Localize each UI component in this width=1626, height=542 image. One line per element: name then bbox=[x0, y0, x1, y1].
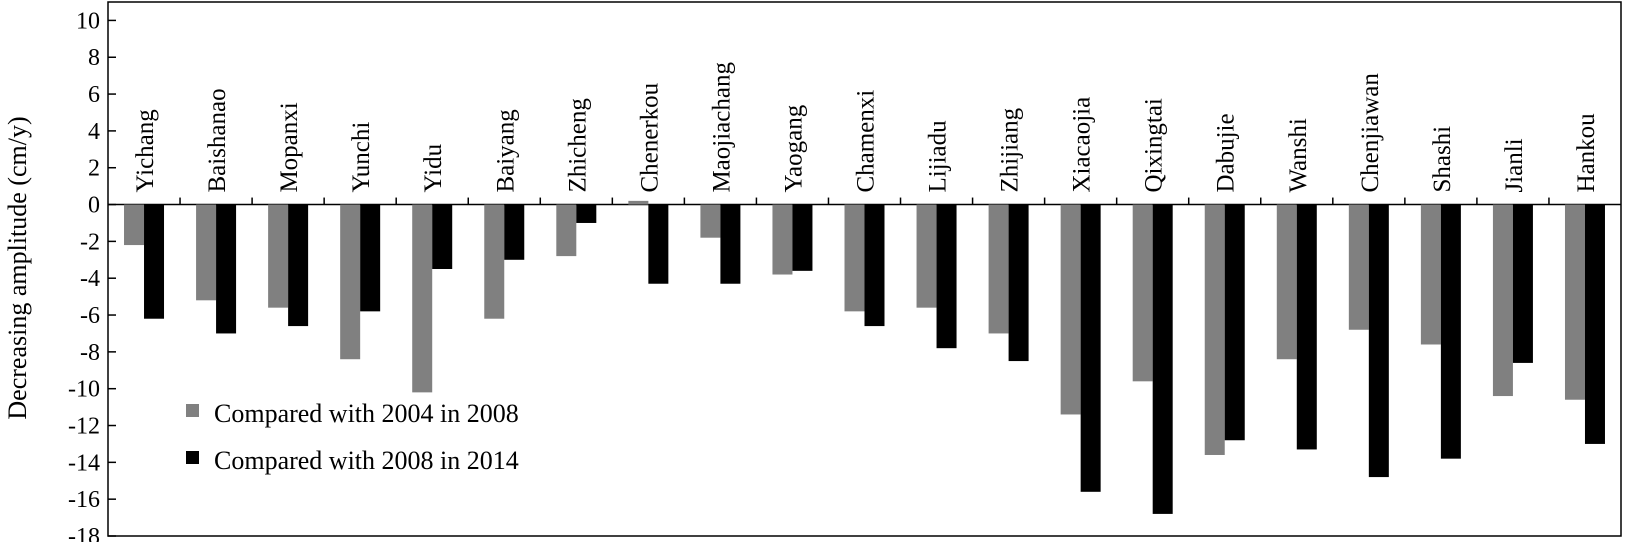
legend-swatch bbox=[186, 451, 199, 464]
bar-qixingtai-series-2 bbox=[1152, 204, 1173, 514]
y-tick-label: -12 bbox=[68, 414, 100, 440]
legend: Compared with 2004 in 2008 Compared with … bbox=[186, 399, 519, 475]
bar-jianli-series-2 bbox=[1512, 204, 1533, 363]
bar-group bbox=[124, 200, 1605, 514]
bar-jianli-series-1 bbox=[1492, 204, 1513, 397]
category-label: Xiacaojia bbox=[1069, 97, 1096, 193]
bar-mopanxi-series-2 bbox=[288, 204, 309, 327]
y-tick-label: -16 bbox=[68, 487, 100, 513]
category-label: Yidu bbox=[420, 143, 447, 192]
category-label: Hankou bbox=[1573, 113, 1600, 193]
bar-hankou-series-2 bbox=[1584, 204, 1605, 444]
plot-frame bbox=[107, 1, 1622, 537]
bar-maojiachang-series-1 bbox=[700, 204, 721, 238]
bar-yaogang-series-2 bbox=[792, 204, 813, 271]
bar-lijiadu-series-2 bbox=[936, 204, 957, 349]
y-tick-label: -2 bbox=[80, 229, 100, 255]
category-label: Yaogang bbox=[780, 104, 807, 192]
y-tick-label: -18 bbox=[68, 524, 100, 542]
category-label: Maojiachang bbox=[708, 62, 735, 193]
bar-shashi-series-2 bbox=[1440, 204, 1461, 459]
y-tick-label: 6 bbox=[88, 82, 100, 108]
legend-label: Compared with 2008 in 2014 bbox=[214, 446, 519, 475]
category-label: Chenjiawan bbox=[1357, 73, 1384, 193]
y-tick-label: 10 bbox=[76, 8, 100, 34]
y-tick-label: -10 bbox=[68, 377, 100, 403]
bar-chamenxi-series-2 bbox=[864, 204, 885, 327]
bar-wanshi-series-2 bbox=[1296, 204, 1317, 450]
y-tick-label: 4 bbox=[88, 119, 100, 145]
bar-chenjiawan-series-1 bbox=[1348, 204, 1369, 330]
category-label: Zhicheng bbox=[564, 98, 591, 193]
bar-yichang-series-1 bbox=[124, 204, 145, 246]
y-axis-title: Decreasing amplitude (cm/y) bbox=[3, 116, 32, 419]
bar-yidu-series-2 bbox=[432, 204, 453, 269]
category-labels: Yichang Baishanao Mopanxi Yunchi Yidu Baiyang… bbox=[132, 62, 1600, 193]
bar-zhicheng-series-1 bbox=[556, 204, 577, 257]
bar-zhijiang-series-2 bbox=[1008, 204, 1029, 362]
bar-yichang-series-2 bbox=[144, 204, 165, 319]
category-label: Baiyang bbox=[492, 109, 519, 193]
y-tick-label: -4 bbox=[80, 266, 100, 292]
legend-label: Compared with 2004 in 2008 bbox=[214, 399, 519, 428]
bar-lijiadu-series-1 bbox=[916, 204, 937, 308]
category-label: Baishanao bbox=[204, 88, 231, 192]
category-label: Jianli bbox=[1501, 138, 1528, 192]
bar-baiyang-series-1 bbox=[484, 204, 505, 319]
bar-baishanao-series-1 bbox=[196, 204, 217, 301]
bar-mopanxi-series-1 bbox=[268, 204, 289, 308]
y-tick-label: -8 bbox=[80, 340, 100, 366]
y-tick-label: 8 bbox=[88, 45, 100, 71]
bar-dabujie-series-2 bbox=[1224, 204, 1245, 441]
bar-yunchi-series-1 bbox=[340, 204, 361, 360]
category-label: Yichang bbox=[132, 109, 159, 193]
bar-chenerkou-series-2 bbox=[648, 204, 669, 284]
category-label: Dabujie bbox=[1213, 113, 1240, 192]
category-label: Qixingtai bbox=[1141, 98, 1168, 192]
bar-baishanao-series-2 bbox=[216, 204, 237, 334]
bar-chenjiawan-series-2 bbox=[1368, 204, 1389, 478]
bar-xiacaojia-series-2 bbox=[1080, 204, 1101, 492]
category-label: Wanshi bbox=[1285, 118, 1312, 192]
y-tick-label: -14 bbox=[68, 450, 100, 476]
y-tick-label: 0 bbox=[88, 193, 100, 219]
bar-yunchi-series-2 bbox=[360, 204, 381, 312]
bar-chenerkou-series-1 bbox=[628, 200, 649, 205]
category-label: Chamenxi bbox=[853, 90, 880, 193]
bar-baiyang-series-2 bbox=[504, 204, 525, 260]
bar-hankou-series-1 bbox=[1564, 204, 1585, 400]
category-label: Chenerkou bbox=[636, 82, 663, 192]
legend-swatch bbox=[186, 404, 199, 417]
bar-wanshi-series-1 bbox=[1276, 204, 1297, 360]
category-label: Shashi bbox=[1429, 126, 1456, 193]
bar-zhijiang-series-1 bbox=[988, 204, 1009, 334]
category-label: Yunchi bbox=[348, 122, 375, 193]
y-tick-label: 2 bbox=[88, 156, 100, 182]
bar-dabujie-series-1 bbox=[1204, 204, 1225, 455]
bar-shashi-series-1 bbox=[1420, 204, 1441, 345]
category-label: Lijiadu bbox=[925, 120, 952, 193]
bar-yidu-series-1 bbox=[412, 204, 433, 393]
bar-qixingtai-series-1 bbox=[1132, 204, 1153, 382]
category-label: Mopanxi bbox=[276, 102, 303, 192]
bar-chamenxi-series-1 bbox=[844, 204, 865, 312]
bar-xiacaojia-series-1 bbox=[1060, 204, 1081, 415]
category-label: Zhijiang bbox=[997, 107, 1024, 192]
bar-yaogang-series-1 bbox=[772, 204, 793, 275]
y-tick-label: -6 bbox=[80, 303, 100, 329]
bar-zhicheng-series-2 bbox=[576, 204, 597, 223]
bar-maojiachang-series-2 bbox=[720, 204, 741, 284]
